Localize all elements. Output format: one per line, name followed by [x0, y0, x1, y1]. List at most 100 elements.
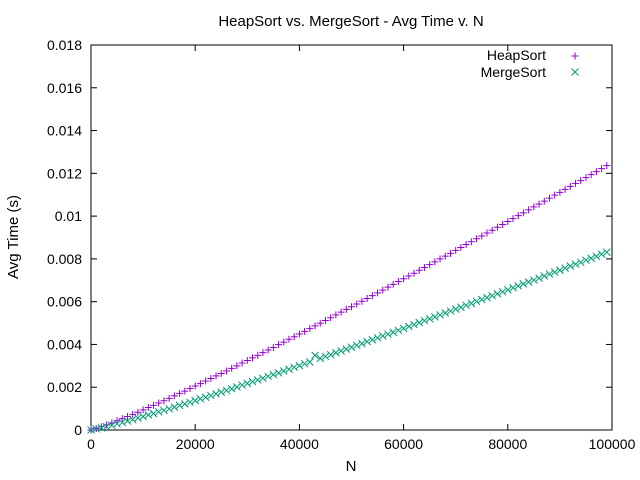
data-point-mergesort	[394, 326, 403, 335]
data-point-mergesort	[592, 252, 601, 261]
data-point-heapsort	[566, 182, 574, 190]
data-point-heapsort	[389, 280, 397, 288]
data-point-mergesort	[212, 389, 220, 398]
data-point-heapsort	[374, 289, 382, 297]
data-point-heapsort	[400, 275, 408, 283]
data-point-heapsort	[269, 343, 277, 351]
series-mergesort	[87, 248, 611, 434]
data-point-heapsort	[358, 297, 366, 305]
data-point-heapsort	[530, 203, 538, 211]
data-point-mergesort	[175, 401, 184, 410]
data-point-mergesort	[165, 404, 174, 413]
data-point-heapsort	[394, 278, 402, 286]
data-point-mergesort	[305, 358, 314, 366]
x-axis-label: N	[346, 458, 357, 475]
data-point-heapsort	[405, 272, 413, 280]
legend-marker-symbol	[571, 68, 579, 76]
data-point-mergesort	[123, 417, 132, 425]
data-point-mergesort	[556, 266, 564, 275]
data-point-mergesort	[498, 287, 507, 296]
data-point-heapsort	[228, 364, 236, 372]
y-tick-label: 0.006	[47, 294, 82, 310]
data-point-heapsort	[446, 249, 454, 257]
data-point-heapsort	[295, 330, 303, 338]
data-point-mergesort	[519, 280, 528, 288]
data-point-mergesort	[233, 383, 241, 391]
chart-title: HeapSort vs. MergeSort - Avg Time v. N	[218, 13, 483, 30]
data-point-heapsort	[431, 258, 439, 266]
y-tick-label: 0.018	[47, 37, 82, 53]
data-point-mergesort	[311, 351, 319, 360]
data-point-heapsort	[186, 385, 194, 393]
data-point-heapsort	[577, 177, 585, 185]
data-point-mergesort	[514, 281, 523, 290]
data-point-heapsort	[249, 354, 257, 362]
data-point-mergesort	[425, 314, 434, 323]
data-point-heapsort	[582, 174, 590, 182]
data-point-heapsort	[551, 191, 559, 199]
data-point-heapsort	[556, 188, 564, 196]
data-point-mergesort	[566, 262, 575, 271]
data-point-heapsort	[321, 316, 329, 324]
x-tick-label: 60000	[384, 436, 423, 452]
data-point-heapsort	[457, 244, 465, 252]
data-point-heapsort	[202, 377, 210, 385]
data-point-heapsort	[311, 322, 319, 330]
data-point-mergesort	[160, 406, 168, 415]
data-point-mergesort	[144, 411, 153, 419]
data-point-heapsort	[134, 408, 142, 416]
data-point-heapsort	[384, 283, 392, 291]
x-tick-label: 40000	[280, 436, 319, 452]
data-point-mergesort	[227, 384, 236, 393]
data-point-heapsort	[353, 300, 361, 308]
data-point-mergesort	[524, 278, 533, 286]
data-point-mergesort	[404, 322, 413, 331]
data-point-heapsort	[150, 401, 158, 409]
data-point-heapsort	[144, 404, 152, 412]
data-point-heapsort	[488, 226, 496, 234]
data-point-mergesort	[154, 407, 163, 416]
x-tick-label: 80000	[488, 436, 527, 452]
data-point-mergesort	[410, 320, 418, 329]
data-point-mergesort	[561, 264, 569, 272]
data-point-mergesort	[431, 312, 439, 321]
data-point-mergesort	[509, 283, 517, 292]
data-point-mergesort	[238, 381, 246, 389]
data-point-mergesort	[290, 363, 299, 372]
data-point-heapsort	[603, 162, 611, 170]
data-point-mergesort	[337, 347, 345, 355]
y-tick-label: 0	[74, 422, 82, 438]
data-point-mergesort	[259, 374, 267, 383]
data-point-heapsort	[379, 286, 387, 294]
data-point-heapsort	[441, 252, 449, 260]
data-point-heapsort	[483, 229, 491, 237]
data-point-mergesort	[368, 335, 377, 344]
data-point-mergesort	[113, 419, 121, 428]
data-point-mergesort	[180, 400, 189, 408]
y-tick-label: 0.014	[47, 123, 82, 139]
data-point-mergesort	[378, 332, 387, 340]
data-point-heapsort	[499, 220, 507, 228]
data-point-heapsort	[181, 387, 189, 395]
data-point-heapsort	[170, 392, 178, 400]
data-point-heapsort	[462, 241, 470, 249]
data-point-mergesort	[457, 303, 465, 312]
data-point-heapsort	[238, 359, 246, 367]
data-point-heapsort	[598, 165, 606, 173]
data-point-heapsort	[561, 185, 569, 193]
data-point-mergesort	[170, 403, 179, 411]
data-point-mergesort	[467, 299, 476, 308]
data-point-mergesort	[326, 350, 335, 359]
data-point-mergesort	[503, 286, 512, 294]
data-point-mergesort	[102, 422, 111, 431]
data-point-mergesort	[399, 324, 408, 333]
data-point-mergesort	[279, 367, 288, 375]
data-point-mergesort	[139, 412, 147, 421]
series-layer	[87, 162, 611, 434]
plot-area	[90, 44, 613, 431]
data-point-heapsort	[285, 335, 293, 343]
data-point-mergesort	[97, 424, 106, 432]
data-point-mergesort	[352, 341, 361, 350]
data-point-heapsort	[504, 217, 512, 225]
data-point-mergesort	[415, 318, 424, 327]
